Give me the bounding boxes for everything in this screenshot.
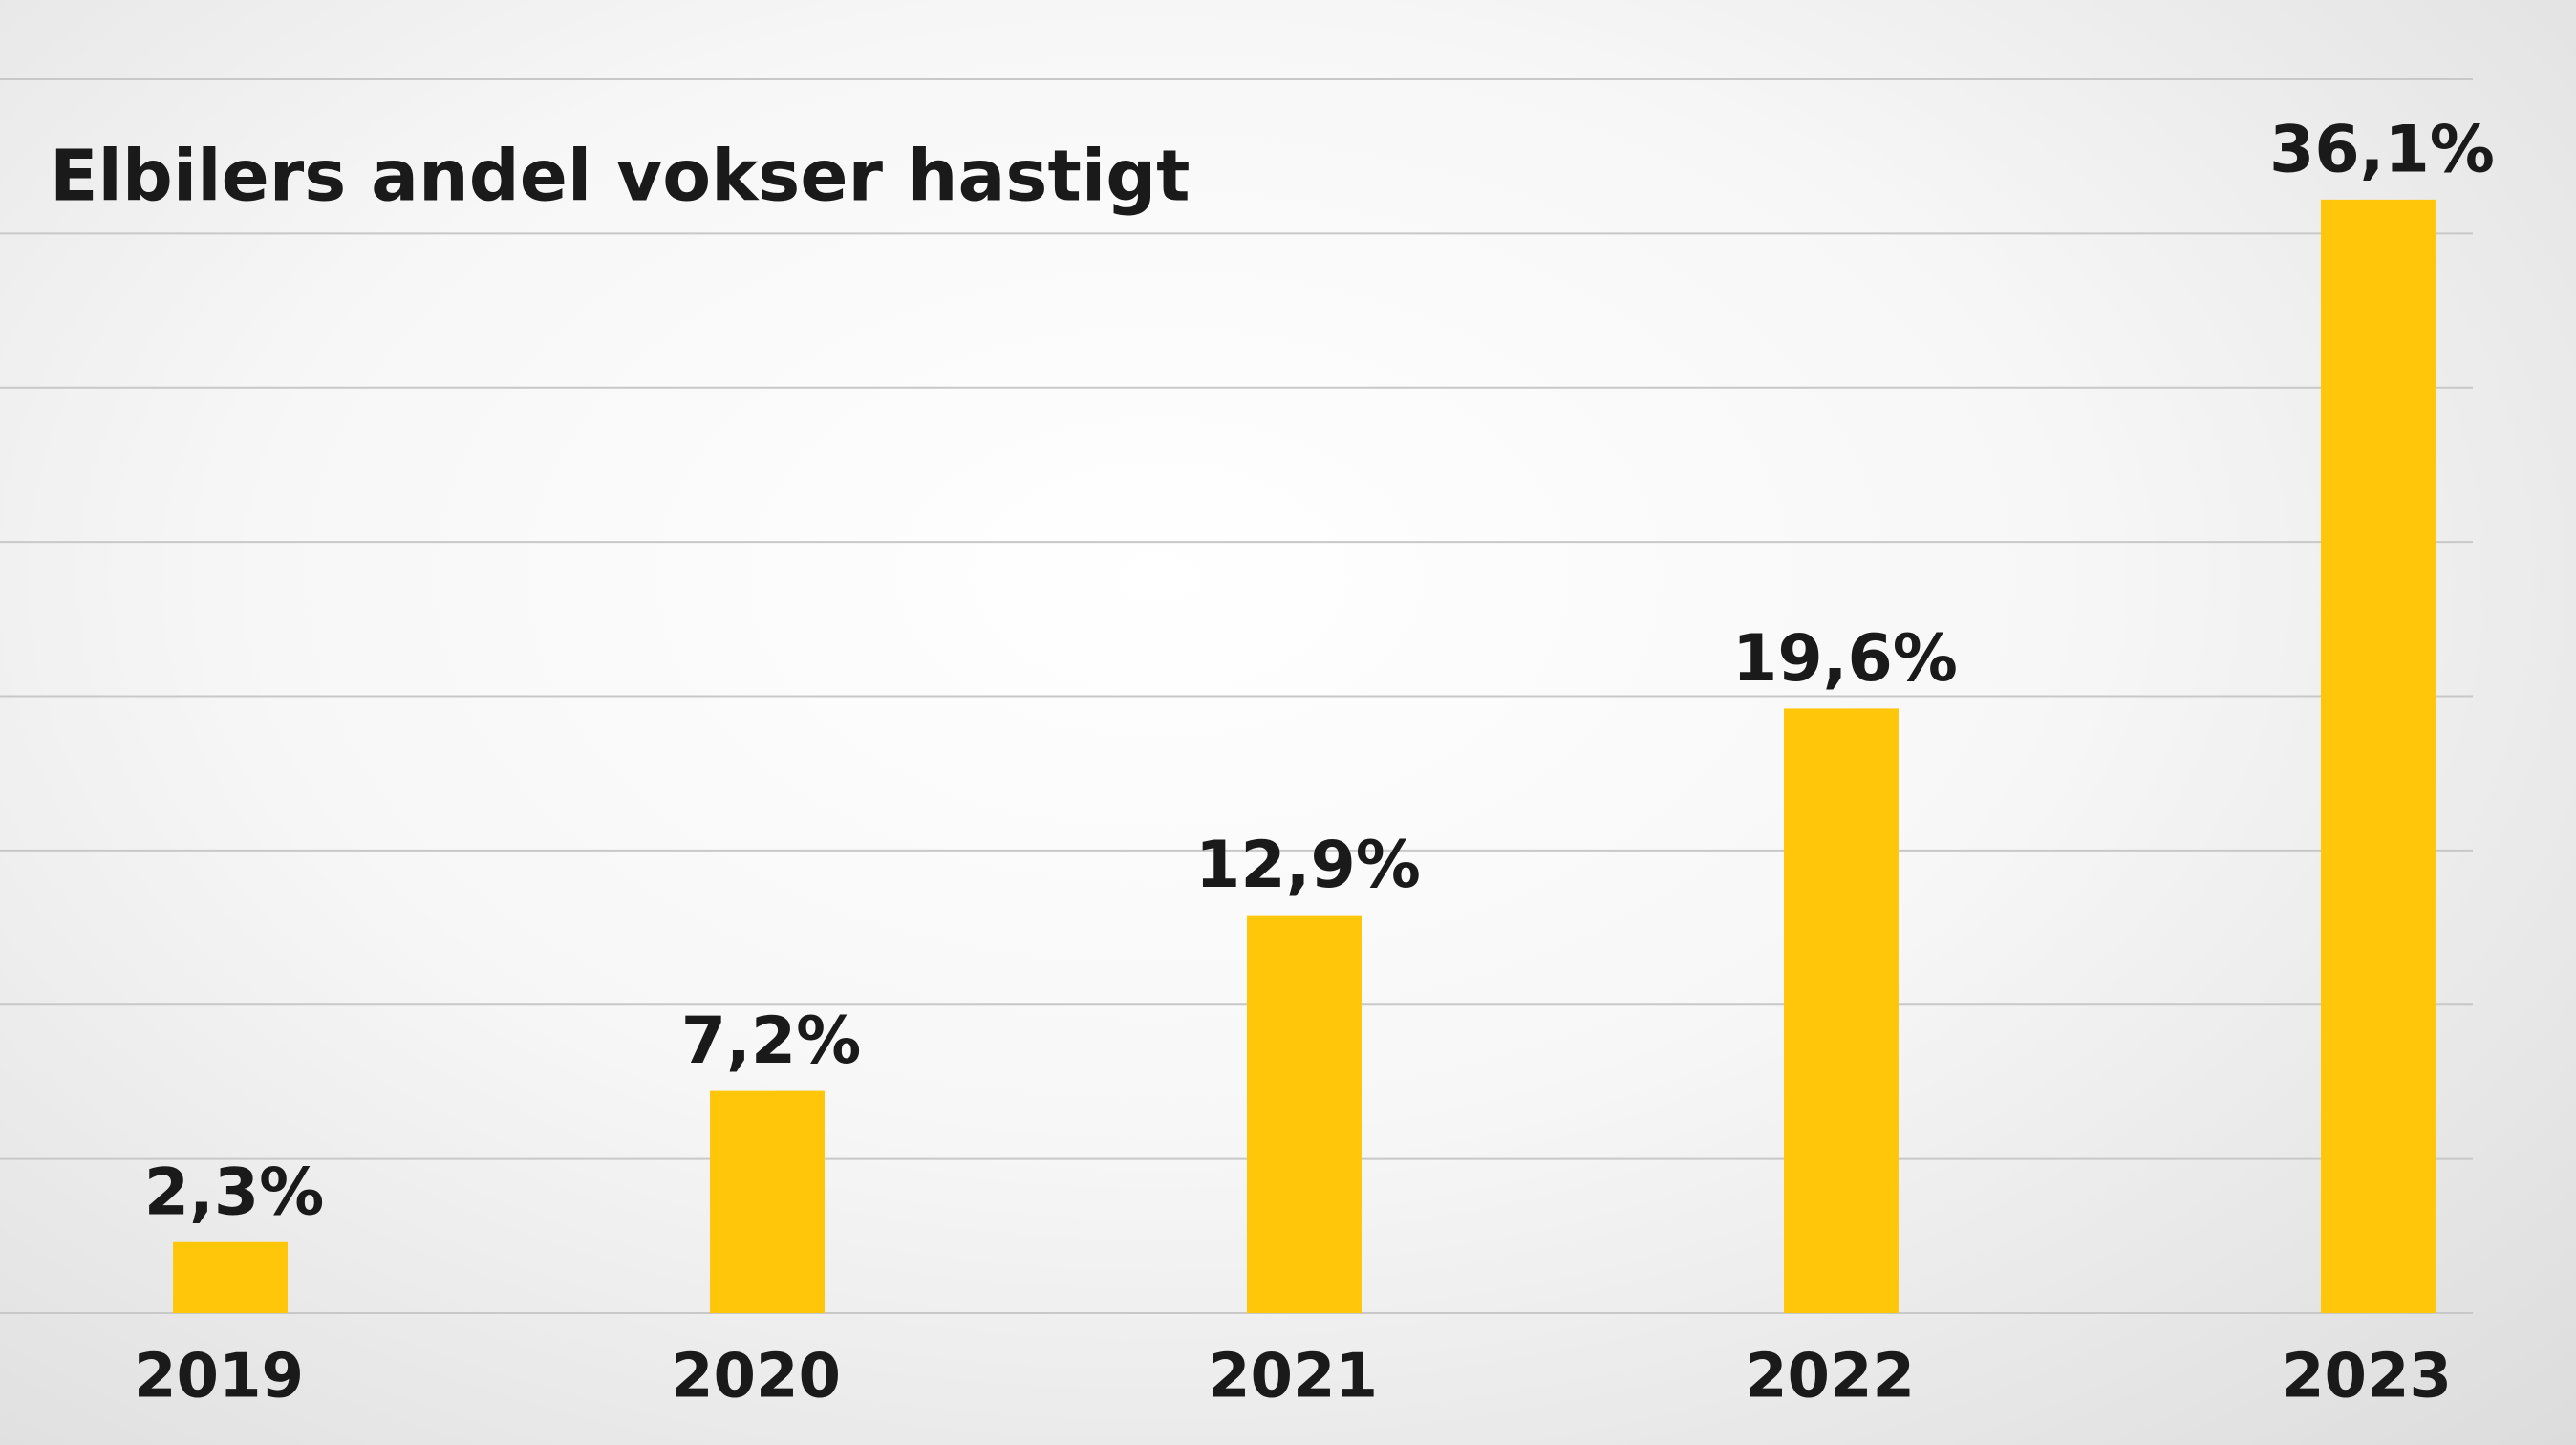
x-tick-label: 2023 [2282,1342,2452,1413]
value-label: 12,9% [1195,828,1421,903]
bar [710,1090,825,1313]
bar [2321,199,2436,1313]
bar [173,1241,288,1313]
x-tick-label: 2022 [1745,1342,1915,1413]
bar [1784,708,1899,1313]
chart-title: Elbilers andel vokser hastigt [50,136,1191,218]
value-label: 36,1% [2269,112,2495,187]
x-tick-label: 2021 [1208,1342,1378,1413]
value-label: 2,3% [144,1154,325,1230]
x-tick-label: 2019 [134,1342,304,1413]
x-tick-label: 2020 [671,1342,841,1413]
value-label: 7,2% [681,1003,862,1079]
bar [1247,915,1362,1313]
value-label: 19,6% [1732,621,1958,697]
